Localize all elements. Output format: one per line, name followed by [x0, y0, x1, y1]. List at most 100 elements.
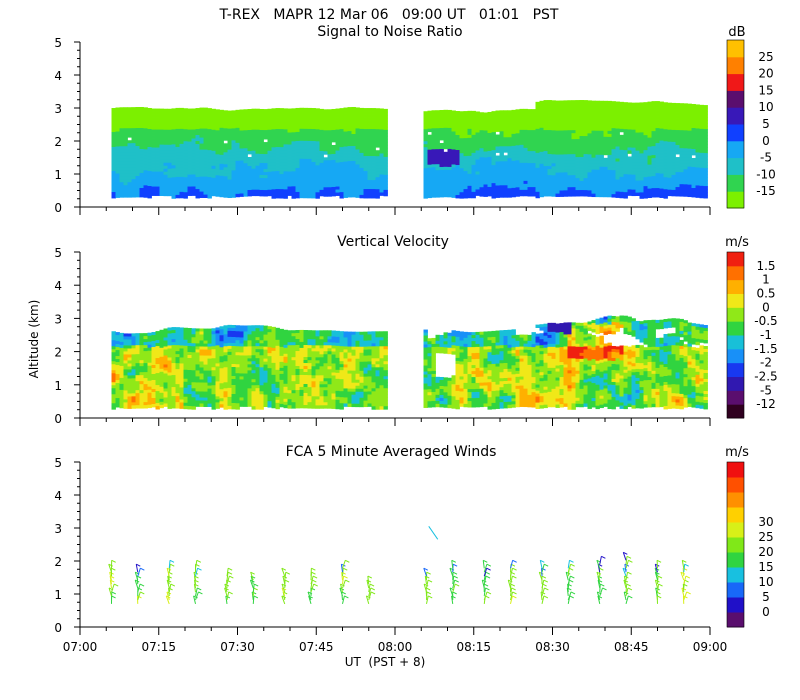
heatmap-cell — [195, 340, 200, 344]
heatmap-cell — [127, 387, 132, 391]
heatmap-cell — [207, 388, 212, 392]
heatmap-cell — [303, 149, 308, 154]
heatmap-cell — [255, 189, 260, 194]
heatmap-cell — [275, 144, 280, 148]
heatmap-cell — [115, 173, 120, 177]
heatmap-cell — [355, 170, 360, 174]
heatmap-cell — [179, 378, 184, 382]
heatmap-cell — [219, 172, 224, 177]
heatmap-cell — [703, 126, 708, 130]
heatmap-cell — [683, 166, 688, 170]
heatmap-cell — [655, 179, 660, 183]
heatmap-cell — [347, 167, 352, 171]
heatmap-cell — [191, 352, 196, 356]
heatmap-cell — [463, 180, 468, 184]
heatmap-cell — [359, 182, 364, 187]
heatmap-cell — [119, 191, 124, 195]
heatmap-cell — [315, 192, 320, 196]
heatmap-cell — [695, 116, 700, 120]
y-tick-label: 4 — [54, 69, 62, 83]
heatmap-cell — [455, 189, 460, 193]
heatmap-cell — [427, 176, 432, 181]
heatmap-cell — [251, 135, 256, 140]
heatmap-cell — [119, 350, 124, 355]
heatmap-cell — [163, 367, 168, 371]
heatmap-cell — [111, 331, 116, 335]
heatmap-cell — [639, 141, 644, 145]
heatmap-cell — [475, 183, 480, 187]
heatmap-cell — [279, 135, 284, 139]
heatmap-cell — [567, 145, 572, 149]
heatmap-cell — [279, 168, 284, 172]
heatmap-cell — [167, 162, 172, 167]
heatmap-cell — [327, 181, 332, 185]
heatmap-cell — [519, 129, 524, 134]
heatmap-cell — [691, 116, 696, 120]
heatmap-cell — [259, 144, 264, 149]
heatmap-cell — [699, 176, 704, 181]
heatmap-cell — [575, 133, 580, 137]
heatmap-cell — [291, 153, 296, 157]
heatmap-cell — [607, 115, 612, 120]
heatmap-cell — [143, 375, 148, 379]
heatmap-cell — [431, 164, 436, 168]
heatmap-cell — [319, 150, 324, 155]
heatmap-cell — [175, 113, 180, 118]
heatmap-cell — [591, 154, 596, 159]
heatmap-cell — [667, 189, 672, 194]
heatmap-cell — [155, 397, 160, 401]
heatmap-cell — [123, 113, 128, 117]
heatmap-cell — [467, 185, 472, 190]
heatmap-cell — [195, 117, 200, 121]
heatmap-cell — [251, 117, 256, 122]
heatmap-cell — [471, 152, 476, 157]
heatmap-cell — [659, 176, 664, 180]
heatmap-cell — [167, 366, 172, 370]
heatmap-cell — [119, 182, 124, 186]
heatmap-cell — [607, 178, 612, 183]
heatmap-cell — [143, 161, 148, 165]
heatmap-cell — [579, 172, 584, 176]
heatmap-cell — [515, 187, 520, 191]
heatmap-cell — [611, 131, 616, 135]
heatmap-cell — [363, 117, 368, 121]
heatmap-cell — [651, 137, 656, 141]
heatmap-cell — [175, 378, 180, 382]
heatmap-cell — [631, 132, 636, 137]
heatmap-cell — [367, 168, 372, 172]
heatmap-cell — [123, 158, 128, 162]
heatmap-cell — [595, 148, 600, 153]
heatmap-cell — [195, 141, 200, 145]
heatmap-cell — [331, 180, 336, 185]
heatmap-cell — [623, 141, 628, 145]
heatmap-cell — [463, 123, 468, 127]
heatmap-cell — [195, 129, 200, 133]
heatmap-cell — [627, 102, 632, 106]
heatmap-cell — [171, 165, 176, 169]
heatmap-cell — [239, 151, 244, 155]
heatmap-cell — [207, 162, 212, 166]
heatmap-cell — [563, 112, 568, 116]
heatmap-cell — [119, 356, 124, 361]
heatmap-cell — [351, 121, 356, 126]
heatmap-cell — [551, 115, 556, 119]
heatmap-cell — [695, 176, 700, 180]
heatmap-cell — [655, 113, 660, 117]
heatmap-cell — [339, 126, 344, 130]
heatmap-cell — [119, 137, 124, 141]
heatmap-cell — [135, 354, 140, 358]
heatmap-cell — [543, 187, 548, 191]
heatmap-cell — [703, 132, 708, 136]
heatmap-cell — [171, 402, 176, 406]
heatmap-cell — [603, 181, 608, 186]
heatmap-cell — [175, 366, 180, 370]
heatmap-cell — [627, 138, 632, 142]
heatmap-cell — [679, 142, 684, 146]
heatmap-cell — [191, 141, 196, 145]
heatmap-cell — [687, 145, 692, 150]
heatmap-cell — [111, 120, 116, 124]
heatmap-cell — [603, 118, 608, 123]
heatmap-cell — [151, 144, 156, 148]
heatmap-cell — [647, 143, 652, 148]
colorbar-label: 25 — [758, 50, 773, 64]
